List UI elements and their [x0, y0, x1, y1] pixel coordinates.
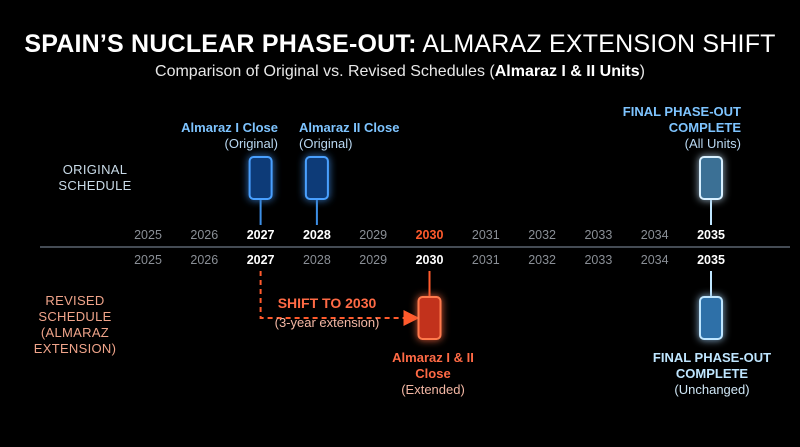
year-tick-upper-2029: 2029 — [359, 228, 387, 242]
label-extended-title2: Close — [415, 366, 451, 381]
label-final-revised-title2: COMPLETE — [675, 366, 749, 381]
label-shift-title: SHIFT TO 2030 — [277, 295, 377, 311]
box-almaraz2-original — [304, 156, 329, 200]
label-almaraz1-original: Almaraz I Close (Original) — [150, 120, 278, 152]
year-tick-lower-2025: 2025 — [134, 253, 162, 267]
label-almaraz1-note: (Original) — [224, 136, 278, 151]
row-label-revised-line1: REVISED — [45, 293, 105, 308]
label-final-original-title2: COMPLETE — [668, 120, 741, 135]
label-final-revised-title1: FINAL PHASE-OUT — [652, 350, 772, 365]
title-normal: ALMARAZ EXTENSION SHIFT — [416, 30, 776, 58]
year-tick-lower-2031: 2031 — [472, 253, 500, 267]
year-tick-lower-2035: 2035 — [697, 253, 725, 267]
year-tick-lower-2034: 2034 — [641, 253, 669, 267]
label-shift-note: (3-year extension) — [274, 315, 380, 330]
year-tick-upper-2028: 2028 — [303, 228, 331, 242]
label-final-original: FINAL PHASE-OUT COMPLETE (All Units) — [620, 104, 741, 152]
subtitle-bold: Almaraz I & II Units — [494, 63, 640, 80]
row-label-revised-line2: SCHEDULE — [38, 309, 112, 324]
year-tick-lower-2032: 2032 — [528, 253, 556, 267]
year-tick-lower-2030: 2030 — [416, 253, 444, 267]
box-final-original — [699, 156, 723, 200]
box-almaraz1-original — [248, 156, 273, 200]
year-tick-lower-2033: 2033 — [584, 253, 612, 267]
year-tick-upper-2033: 2033 — [584, 228, 612, 242]
row-label-revised: REVISED SCHEDULE (ALMARAZ EXTENSION) — [20, 293, 130, 357]
label-final-original-note: (All Units) — [684, 136, 741, 151]
page-title: SPAIN’S NUCLEAR PHASE-OUT: ALMARAZ EXTEN… — [0, 30, 800, 59]
shift-arrow — [259, 271, 420, 326]
year-tick-lower-2028: 2028 — [303, 253, 331, 267]
year-tick-upper-2034: 2034 — [641, 228, 669, 242]
title-bold: SPAIN’S NUCLEAR PHASE-OUT: — [24, 30, 417, 58]
year-tick-lower-2026: 2026 — [190, 253, 218, 267]
page-subtitle: Comparison of Original vs. Revised Sched… — [0, 63, 800, 81]
label-extended-title1: Almaraz I & II — [392, 350, 474, 365]
label-almaraz2-title: Almaraz II Close — [299, 120, 400, 135]
year-tick-upper-2035: 2035 — [697, 228, 725, 242]
row-label-original-line1: ORIGINAL — [62, 162, 128, 177]
label-extended-note: (Extended) — [401, 382, 465, 397]
year-tick-upper-2031: 2031 — [472, 228, 500, 242]
year-tick-lower-2029: 2029 — [359, 253, 387, 267]
label-almaraz-extended: Almaraz I & II Close (Extended) — [368, 350, 498, 398]
subtitle-prefix: Comparison of Original vs. Revised Sched… — [155, 63, 495, 80]
row-label-original: ORIGINAL SCHEDULE — [40, 162, 150, 194]
label-almaraz2-original: Almaraz II Close (Original) — [299, 120, 429, 152]
subtitle-suffix: ) — [639, 63, 645, 80]
box-final-revised — [699, 296, 723, 340]
year-tick-upper-2025: 2025 — [134, 228, 162, 242]
label-final-original-title1: FINAL PHASE-OUT — [622, 104, 741, 119]
label-final-revised: FINAL PHASE-OUT COMPLETE (Unchanged) — [648, 350, 776, 398]
label-almaraz2-note: (Original) — [299, 136, 353, 151]
label-shift: SHIFT TO 2030 (3-year extension) — [262, 293, 392, 333]
row-label-revised-line3: (ALMARAZ — [40, 325, 110, 340]
label-final-revised-note: (Unchanged) — [674, 382, 750, 397]
year-tick-lower-2027: 2027 — [247, 253, 275, 267]
year-tick-upper-2030: 2030 — [416, 228, 444, 242]
year-tick-upper-2032: 2032 — [528, 228, 556, 242]
row-label-revised-line4: EXTENSION) — [33, 341, 117, 356]
box-almaraz-extended — [417, 296, 442, 340]
year-tick-upper-2027: 2027 — [247, 228, 275, 242]
year-tick-upper-2026: 2026 — [190, 228, 218, 242]
row-label-original-line2: SCHEDULE — [58, 178, 132, 193]
label-almaraz1-title: Almaraz I Close — [181, 120, 278, 135]
